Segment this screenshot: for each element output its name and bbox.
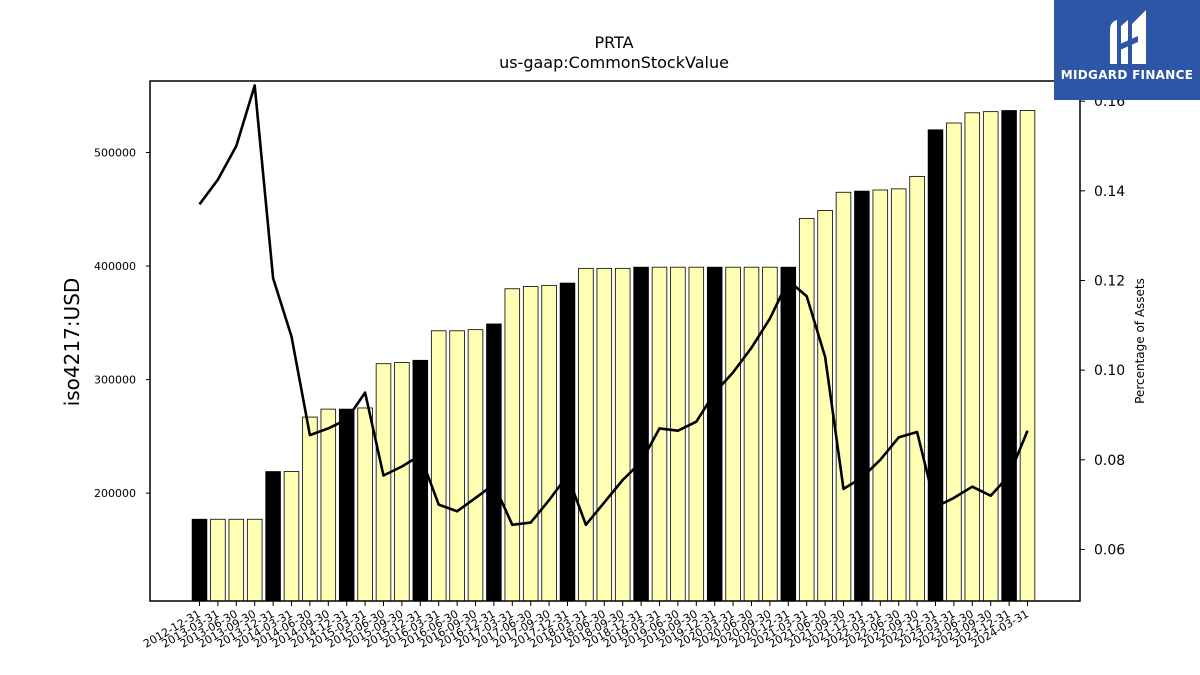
bar-2014-03-31 (283, 471, 300, 602)
percentage-line-layer (198, 84, 1029, 527)
bar-2023-12-31 (1001, 110, 1017, 602)
y-right-tick-label: 0.10 (1094, 363, 1125, 379)
bar-2024-03-31 (1019, 110, 1036, 602)
x-axis: 2012-12-312013-03-312013-06-302013-09-30… (141, 601, 1031, 651)
y-axis-left: 200000 300000 400000 500000 (94, 147, 150, 500)
bar-2022-06-30 (890, 188, 907, 602)
bar-2022-09-30 (909, 175, 925, 602)
bar-2014-06-30 (302, 416, 318, 602)
bar-2018-12-31 (633, 266, 649, 602)
y-axis-right-label: Percentage of Assets (1133, 278, 1147, 404)
bar-2019-06-30 (670, 266, 686, 602)
bar-2021-03-31 (798, 217, 815, 602)
bar-2017-06-30 (522, 286, 539, 602)
logo-icon (1054, 0, 1200, 100)
bar-2018-09-30 (614, 267, 631, 602)
bar-2013-06-30 (228, 518, 245, 602)
chart-subtitle: us-gaap:CommonStockValue (499, 53, 729, 72)
bar-2013-12-31 (265, 471, 281, 602)
bar-2023-06-30 (964, 112, 981, 602)
bar-2014-09-30 (320, 408, 337, 602)
bar-2017-12-31 (559, 282, 576, 602)
bar-2015-03-31 (357, 407, 373, 602)
plot-frame (149, 80, 1081, 602)
y-right-tick-label: 0.14 (1094, 184, 1125, 200)
bar-2015-09-30 (394, 362, 410, 602)
bar-2013-03-31 (210, 518, 226, 602)
bar-2016-09-30 (467, 329, 484, 602)
bar-2012-12-31 (191, 518, 208, 602)
bar-2013-09-30 (246, 518, 263, 602)
logo-text: MIDGARD FINANCE (1060, 68, 1194, 82)
bar-2019-12-31 (706, 266, 723, 602)
bar-2014-12-31 (338, 408, 355, 602)
bar-2021-09-30 (835, 191, 852, 602)
y-left-tick-label: 400000 (94, 260, 136, 273)
bar-2023-03-31 (946, 122, 962, 602)
y-right-tick-label: 0.06 (1094, 542, 1125, 558)
y-right-tick-label: 0.08 (1094, 453, 1125, 469)
bar-2023-09-30 (982, 111, 999, 602)
bar-2016-03-31 (430, 330, 447, 602)
percentage-of-assets-line (198, 84, 1029, 527)
bar-2021-06-30 (817, 210, 833, 602)
logo: MIDGARD FINANCE (1054, 0, 1200, 100)
bars (191, 110, 1036, 602)
y-left-tick-label: 300000 (94, 374, 136, 387)
bar-2020-03-31 (725, 266, 741, 602)
bar-2017-03-31 (504, 288, 521, 602)
bar-2022-03-31 (872, 189, 889, 602)
bar-2018-06-30 (596, 267, 613, 602)
y-left-tick-label: 200000 (94, 487, 136, 500)
y-left-tick-label: 500000 (94, 147, 136, 160)
bar-2020-06-30 (743, 266, 760, 602)
y-axis-right: 0.060.080.100.120.140.16 (1080, 94, 1125, 558)
bar-2022-12-31 (927, 129, 944, 602)
bar-2019-03-31 (651, 266, 668, 602)
bar-2015-06-30 (375, 363, 392, 602)
bar-2019-09-30 (688, 266, 705, 602)
bar-2015-12-31 (412, 359, 429, 602)
bar-2017-09-30 (541, 284, 557, 602)
y-right-tick-label: 0.12 (1094, 273, 1125, 289)
bar-2016-12-31 (486, 323, 502, 602)
bar-2018-03-31 (578, 267, 594, 602)
y-axis-left-label: iso4217:USD (60, 278, 84, 407)
bar-2016-06-30 (449, 330, 465, 602)
bar-2021-12-31 (854, 190, 870, 602)
chart-title: PRTA (594, 33, 633, 52)
bar-2020-12-31 (780, 266, 797, 602)
